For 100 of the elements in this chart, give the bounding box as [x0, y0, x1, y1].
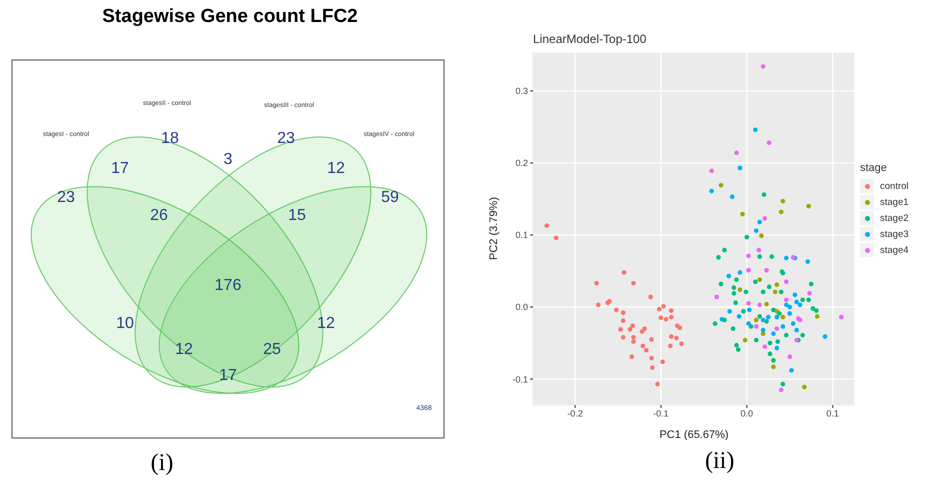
point — [754, 228, 759, 233]
point — [644, 348, 649, 353]
point — [718, 282, 724, 286]
text: Stagewise Gene count LFC2 — [102, 6, 358, 27]
point — [768, 352, 772, 356]
point — [794, 300, 799, 304]
point — [631, 334, 636, 340]
point — [774, 314, 780, 320]
point — [746, 301, 751, 306]
point — [806, 298, 811, 302]
point — [712, 321, 718, 326]
point — [620, 334, 626, 340]
point — [648, 294, 653, 300]
point — [631, 339, 636, 344]
point — [655, 382, 660, 386]
text: 25 — [263, 341, 281, 358]
point — [734, 277, 739, 282]
text: 59 — [381, 189, 399, 206]
point — [642, 326, 647, 331]
point — [736, 347, 741, 352]
point — [790, 321, 796, 326]
point — [730, 326, 736, 331]
point — [771, 308, 776, 312]
point — [628, 327, 632, 332]
point — [757, 302, 762, 308]
point — [800, 332, 805, 338]
legend-label: control — [879, 180, 909, 194]
point — [762, 216, 768, 221]
legend-title: stage — [860, 162, 888, 174]
point — [631, 280, 636, 286]
point — [722, 248, 727, 252]
text: 15 — [288, 207, 306, 224]
point — [753, 280, 758, 284]
point — [762, 344, 768, 349]
point — [780, 382, 786, 386]
point — [741, 309, 746, 314]
point — [742, 338, 748, 342]
point — [759, 233, 764, 238]
point — [787, 311, 792, 316]
point — [709, 168, 714, 174]
point — [808, 282, 814, 286]
point — [775, 339, 780, 344]
point — [778, 388, 784, 392]
point — [649, 337, 654, 342]
point — [709, 188, 714, 194]
point — [714, 294, 720, 300]
point — [747, 308, 752, 312]
point — [726, 274, 732, 278]
point — [766, 314, 771, 320]
point — [622, 270, 626, 275]
point — [805, 259, 810, 264]
point — [554, 236, 558, 240]
x-tick-label: -0.2 — [567, 408, 583, 418]
point — [774, 346, 780, 350]
point — [668, 308, 674, 313]
text: 12 — [175, 341, 193, 358]
y-tick-label: 0.3 — [515, 86, 528, 96]
point — [777, 311, 782, 316]
point — [629, 354, 634, 360]
point — [757, 277, 762, 282]
legend-label: stage4 — [879, 244, 909, 258]
point — [780, 198, 786, 204]
point — [730, 194, 735, 200]
x-tick-label: 0.1 — [826, 408, 839, 418]
legend-label: stage3 — [879, 228, 909, 242]
point — [732, 291, 736, 296]
y-axis-title: PC2 (3.79%) — [488, 197, 500, 260]
point — [778, 210, 784, 214]
text: 3 — [224, 151, 233, 168]
point — [764, 268, 769, 273]
text: (i) — [150, 450, 174, 476]
point — [769, 254, 774, 259]
point — [792, 292, 798, 298]
point — [738, 270, 742, 275]
point — [784, 256, 789, 260]
point — [640, 344, 646, 348]
point — [679, 341, 684, 346]
point — [778, 290, 784, 294]
point — [787, 304, 792, 310]
point — [771, 364, 776, 370]
point — [618, 327, 623, 332]
point — [774, 326, 780, 331]
point — [650, 365, 655, 370]
point — [734, 342, 739, 348]
point — [732, 285, 736, 290]
point — [784, 302, 789, 308]
legend-label: stage1 — [879, 196, 909, 210]
y-tick-label: -0.1 — [512, 374, 528, 384]
point — [822, 334, 828, 339]
point — [596, 302, 601, 308]
point — [771, 358, 776, 363]
point — [787, 354, 792, 360]
point — [757, 220, 762, 224]
point — [630, 323, 635, 328]
point — [760, 64, 766, 69]
point — [784, 332, 789, 338]
point — [661, 304, 666, 309]
point — [746, 268, 751, 273]
point — [744, 234, 750, 240]
point — [614, 308, 619, 312]
